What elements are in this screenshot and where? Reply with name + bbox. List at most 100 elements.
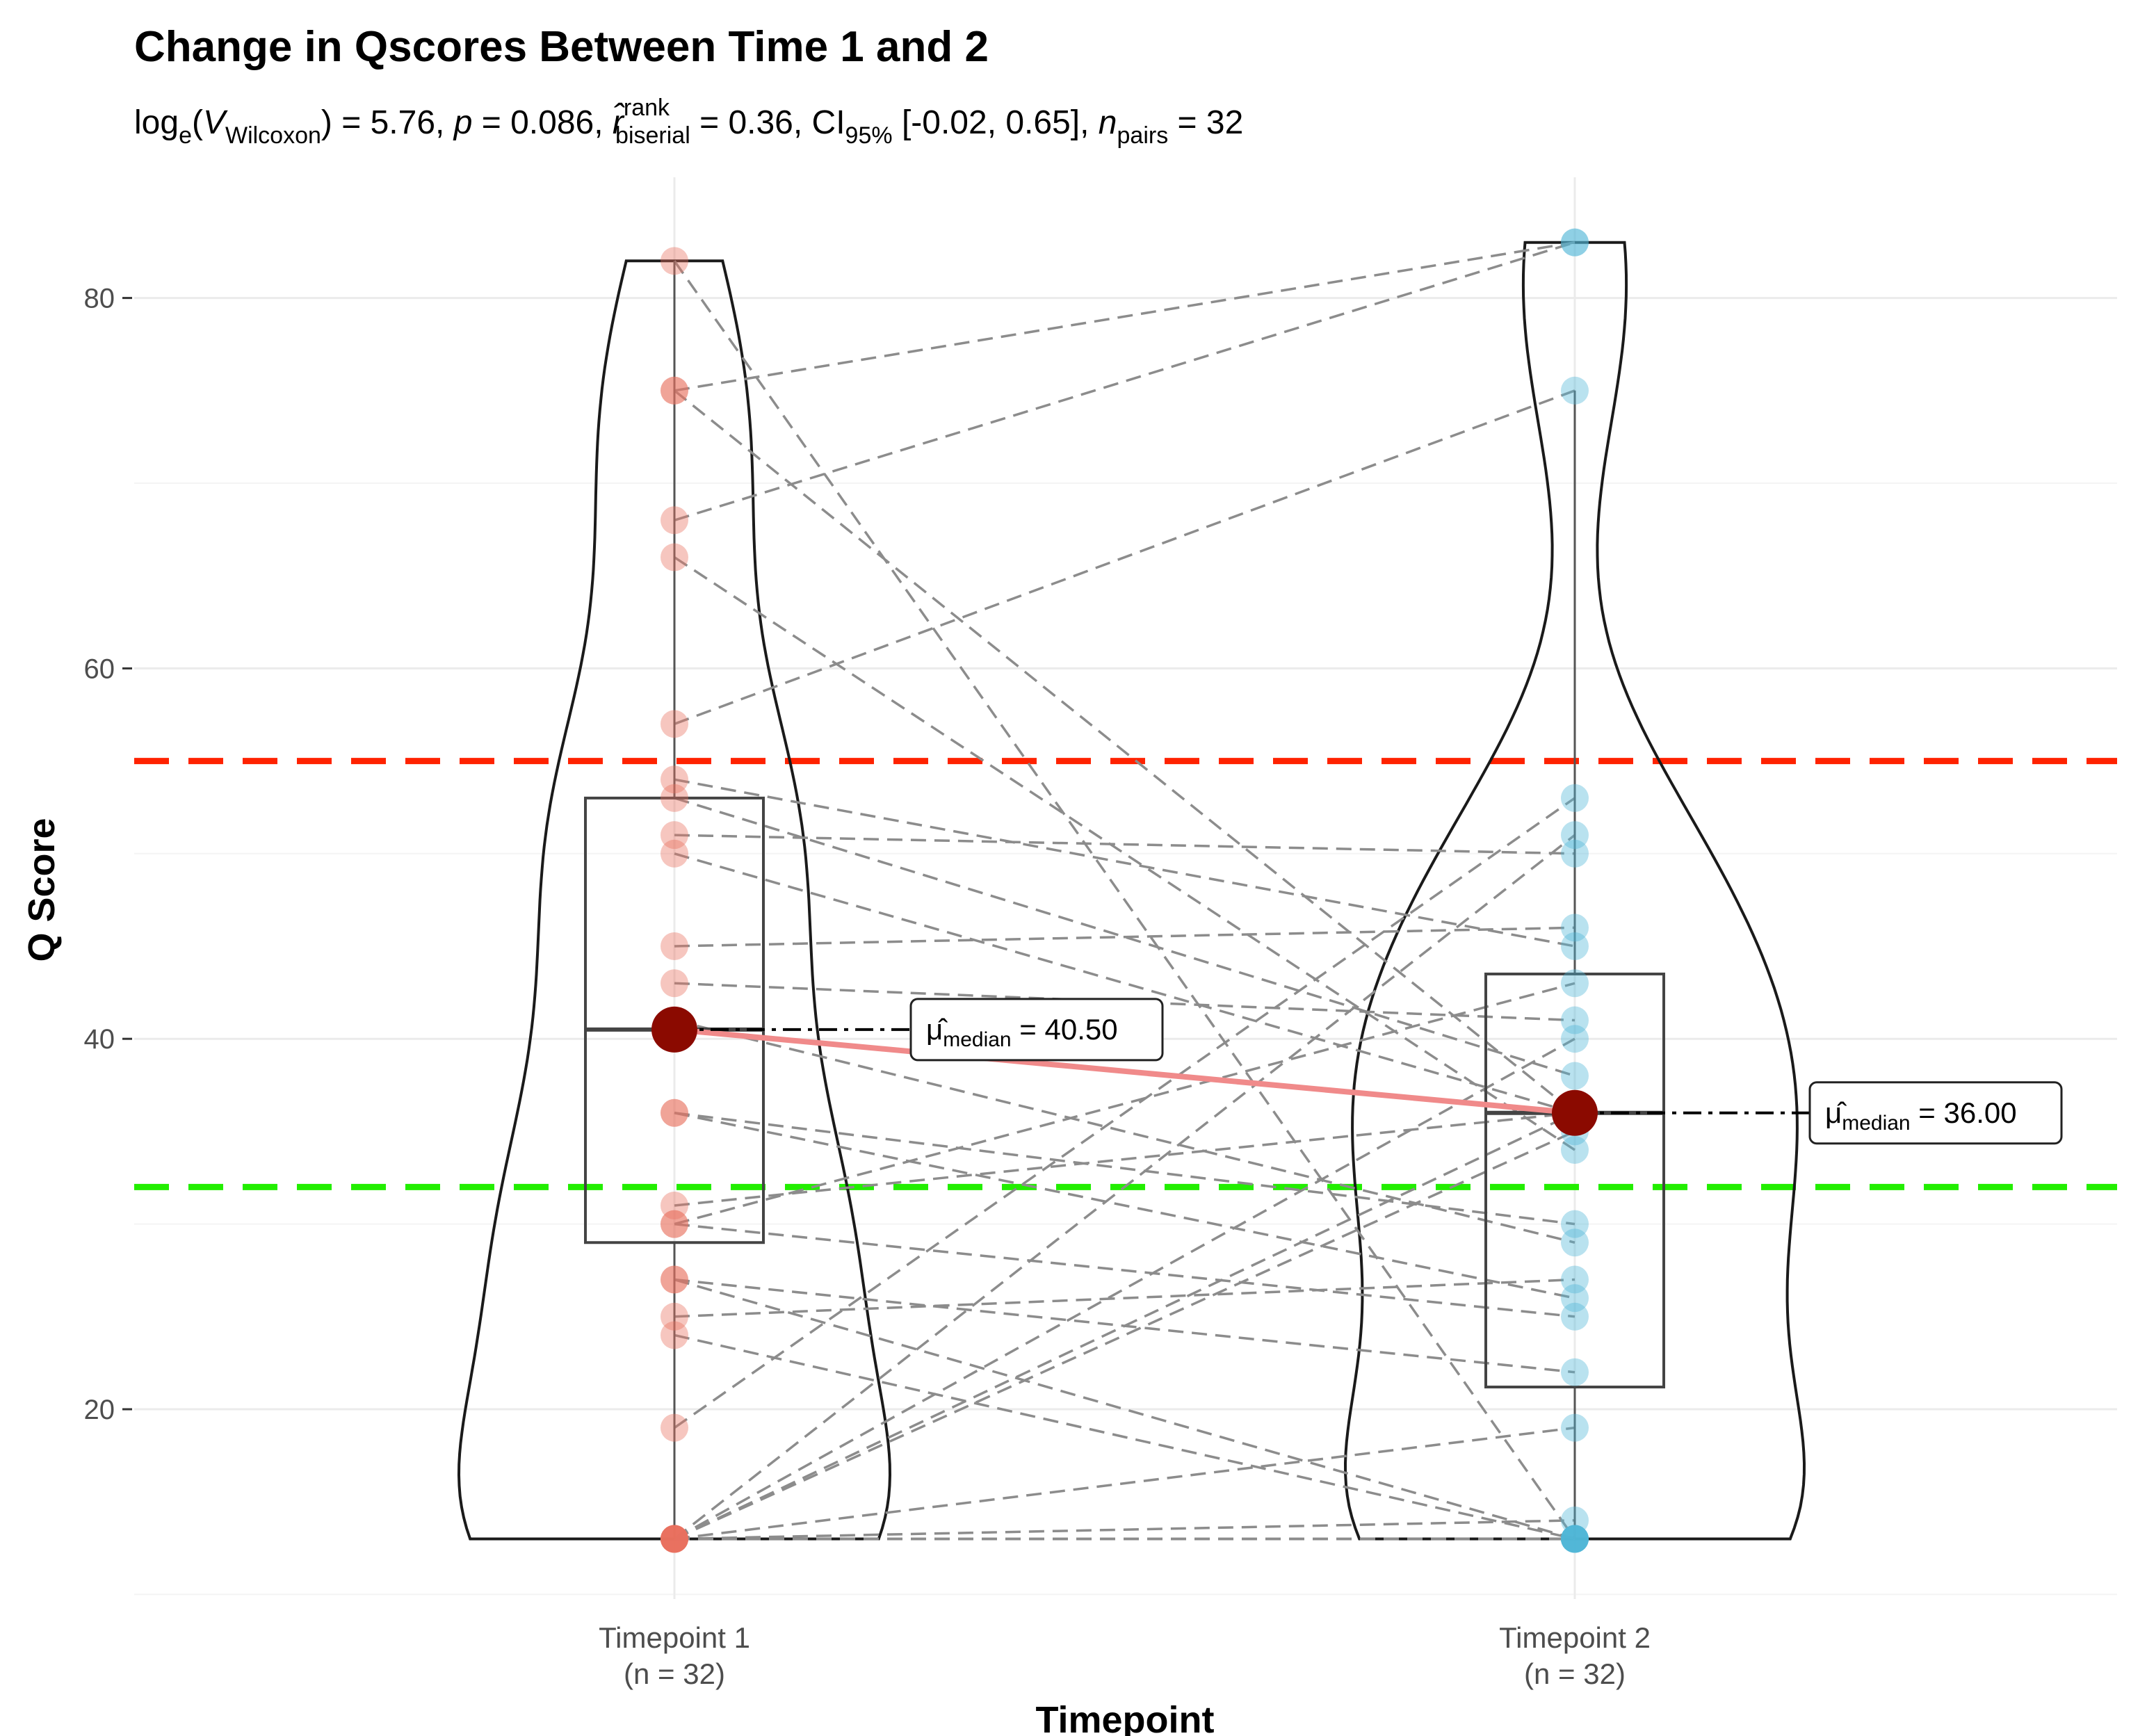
pair-line [674,1222,1575,1318]
data-point [661,1525,688,1553]
x-tick-sublabel-timepoint-2: (n = 32) [1524,1657,1626,1690]
data-point [1561,1525,1589,1553]
data-point [661,1191,688,1219]
median-label-box [1808,1081,2063,1145]
pair-line [674,1112,1575,1299]
data-point [1561,839,1589,868]
y-tick-label: 80 [84,284,115,314]
data-point [1561,1210,1589,1238]
pair-line [674,1426,1575,1541]
data-point [1561,1284,1589,1313]
data-point [1561,1525,1589,1553]
median-point [1552,1089,1598,1136]
box-body [1484,972,1665,1389]
x-tick-label-timepoint-1: Timepoint 1 [599,1621,750,1654]
data-point [1561,1525,1589,1553]
data-point [661,821,688,850]
subtitle-ci-sub: 95% [845,122,893,149]
data-point [661,1525,688,1553]
subtitle-n-symbol: n [1099,104,1117,141]
box-body [584,796,765,1244]
data-point [1561,1525,1589,1553]
subtitle-ci-value: [-0.02, 0.65], [893,104,1099,141]
subtitle-effect-sup: rank [624,95,670,121]
paired-lines [673,241,1576,1541]
data-point [1561,228,1589,257]
data-point [661,1525,688,1553]
pair-line [674,1112,1575,1226]
pair-line [674,1112,1575,1541]
pair-line [674,556,1575,1151]
pair-line [674,982,1575,1226]
data-point [661,839,688,868]
subtitle-p-symbol: p [453,104,473,141]
data-point [1561,821,1589,850]
subtitle-stat-lhs-sub: e [179,122,192,149]
data-point [1561,1136,1589,1165]
median-connecting-line [674,1026,1575,1116]
data-point [661,1525,688,1553]
data-point [1561,1525,1589,1553]
subtitle-stat-lhs: log [134,104,179,141]
pair-line [674,1333,1575,1541]
data-point [661,969,688,998]
data-points [661,228,1589,1553]
data-point [1561,1302,1589,1331]
data-point [661,710,688,738]
data-point [661,1265,688,1294]
pair-line [674,241,1575,521]
pair-line [674,926,1575,948]
median-label-text: μ̂median = 36.00 [1825,1096,2017,1135]
pair-line [673,389,1576,1114]
y-tick-label: 20 [84,1395,115,1425]
subtitle-stat-var-sub: Wilcoxon [225,122,321,149]
data-point [661,376,688,405]
median-label-sub: median [1842,1112,1910,1135]
data-point [1561,784,1589,812]
subtitle-n-sub: pairs [1117,122,1169,149]
subtitle-effect-symbol: r̂ [613,103,625,141]
y-tick-label: 60 [84,654,115,684]
pair-line [674,389,1575,725]
pair-line [674,1112,1575,1207]
data-point [661,247,688,275]
data-point [661,1210,688,1238]
data-point [1561,228,1589,257]
violin-outline [1343,241,1806,1541]
pair-line [674,1519,1575,1541]
pair-line [673,797,1576,1429]
median-label-text: μ̂median = 40.50 [926,1013,1118,1051]
data-point [661,1265,688,1294]
x-axis-title: Timepoint [1035,1699,1214,1736]
data-point [661,1098,688,1127]
medians [651,1006,1810,1136]
pair-line [674,1278,1575,1318]
data-point [661,932,688,960]
pair-line [674,1278,1575,1541]
data-point [1561,1228,1589,1257]
data-point [661,1525,688,1553]
data-point [661,1302,688,1331]
violin-outline [457,259,892,1541]
chart-title: Change in Qscores Between Time 1 and 2 [134,23,989,71]
data-point [1561,1358,1589,1386]
median-label-value: = 40.50 [1012,1013,1118,1046]
subtitle-open-paren: ( [192,104,203,141]
data-point [1561,969,1589,998]
data-point [661,765,688,794]
data-point [661,1525,688,1553]
pair-line [674,852,1575,1114]
data-point [661,1098,688,1127]
subtitle-n-value: = 32 [1168,104,1243,141]
y-tick-label: 40 [84,1024,115,1055]
data-point [661,543,688,571]
subtitle-effect-sub: biserial [615,122,690,149]
x-tick-label-timepoint-2: Timepoint 2 [1499,1621,1651,1654]
x-tick-sublabel-timepoint-1: (n = 32) [624,1657,725,1690]
data-point [1561,1413,1589,1442]
data-point [1561,376,1589,405]
data-point [1561,1062,1589,1090]
median-label-box [909,998,1164,1062]
data-point [661,1210,688,1238]
